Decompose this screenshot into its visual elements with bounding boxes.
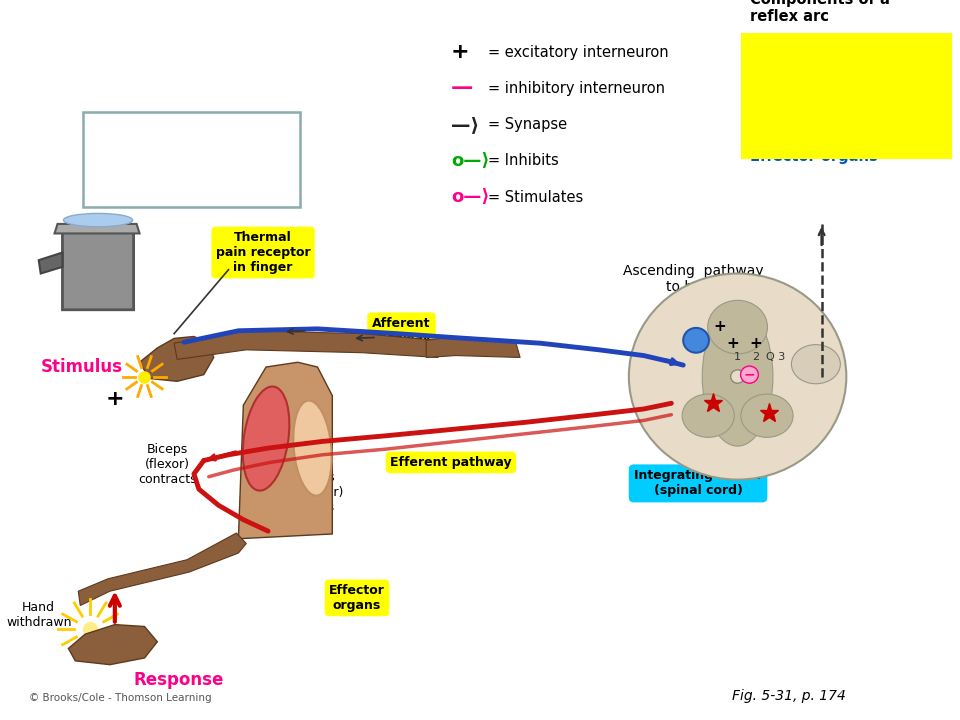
Polygon shape [174,330,438,359]
Text: Receptor: Receptor [751,45,826,60]
Text: o—⟩: o—⟩ [451,188,490,206]
Ellipse shape [703,307,773,446]
Text: Afferent pathway: Afferent pathway [751,71,895,86]
Text: Fig. 5-31, p. 174: Fig. 5-31, p. 174 [732,689,847,703]
Text: +: + [713,320,726,335]
Text: Efferent pathway: Efferent pathway [390,456,512,469]
Text: withdrawal reflex: withdrawal reflex [133,173,250,186]
FancyBboxPatch shape [740,0,952,159]
Ellipse shape [791,345,840,384]
Text: o—⟩: o—⟩ [451,152,490,170]
Text: −: − [744,368,756,382]
Text: Components of a
reflex arc: Components of a reflex arc [751,0,890,24]
Text: +: + [749,336,761,351]
Ellipse shape [683,394,734,437]
Text: Integrating center: Integrating center [751,97,903,112]
Circle shape [684,328,708,353]
Polygon shape [68,624,157,665]
Text: 2: 2 [752,353,759,362]
Text: Integrating center
(spinal cord): Integrating center (spinal cord) [634,469,762,498]
Text: = Synapse: = Synapse [489,117,567,132]
Polygon shape [62,226,133,310]
Text: Reflex arc example: Reflex arc example [91,136,292,156]
Text: Effector
organs: Effector organs [329,584,385,612]
Text: Hand
withdrawn: Hand withdrawn [6,601,71,629]
Polygon shape [426,336,520,357]
Ellipse shape [708,300,767,354]
Text: Triceps
(extensor)
relaxes: Triceps (extensor) relaxes [280,472,345,515]
Polygon shape [238,362,332,539]
Ellipse shape [63,213,132,227]
Ellipse shape [243,387,289,490]
Text: +: + [727,336,739,351]
Polygon shape [139,336,214,382]
Circle shape [731,370,745,383]
Text: © Brooks/Cole - Thomson Learning: © Brooks/Cole - Thomson Learning [29,693,211,703]
Polygon shape [79,533,247,606]
Ellipse shape [294,400,332,495]
Text: Stimulus: Stimulus [41,358,123,376]
Circle shape [740,366,758,383]
Polygon shape [55,224,139,233]
Text: Biceps
(flexor)
contracts: Biceps (flexor) contracts [138,443,197,486]
Text: Afferent
Pathway: Afferent Pathway [372,317,431,345]
Text: Efferent pathway: Efferent pathway [751,123,894,138]
Text: —⟩: —⟩ [451,115,479,134]
Text: = excitatory interneuron: = excitatory interneuron [489,45,669,60]
Text: Q 3: Q 3 [765,353,784,362]
Polygon shape [38,253,62,274]
Ellipse shape [741,394,793,437]
Text: +: + [106,390,124,410]
Text: Effector organs: Effector organs [751,148,878,163]
Text: 1: 1 [734,353,741,362]
FancyBboxPatch shape [84,112,300,207]
Text: = inhibitory interneuron: = inhibitory interneuron [489,81,665,96]
Text: Response: Response [133,671,225,689]
Text: = Inhibits: = Inhibits [489,153,560,168]
Ellipse shape [629,274,847,480]
Text: Ascending  pathway
to brain: Ascending pathway to brain [623,264,763,294]
Text: = Stimulates: = Stimulates [489,189,584,204]
Text: —: — [451,78,473,99]
Text: +: + [451,42,469,62]
Text: Thermal
pain receptor
in finger: Thermal pain receptor in finger [216,231,310,274]
